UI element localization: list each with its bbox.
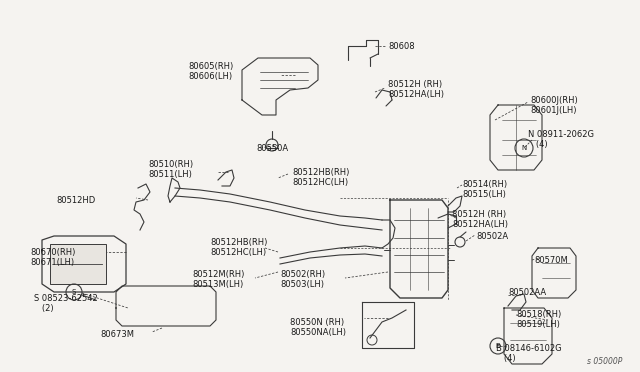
- Text: 80503(LH): 80503(LH): [280, 280, 324, 289]
- Text: 80600J(RH): 80600J(RH): [530, 96, 578, 105]
- Text: 80519(LH): 80519(LH): [516, 320, 560, 329]
- Text: 80512HD: 80512HD: [56, 196, 95, 205]
- Text: 80513M(LH): 80513M(LH): [192, 280, 243, 289]
- Text: 80605(RH): 80605(RH): [188, 62, 233, 71]
- Text: 80518(RH): 80518(RH): [516, 310, 561, 319]
- Text: 80502A: 80502A: [476, 232, 508, 241]
- Text: 80510(RH): 80510(RH): [148, 160, 193, 169]
- Bar: [50, 244, 106, 284]
- Text: 80512HB(RH): 80512HB(RH): [292, 168, 349, 177]
- Text: 80512HA(LH): 80512HA(LH): [452, 220, 508, 229]
- Text: 80502(RH): 80502(RH): [280, 270, 325, 279]
- Text: 80671(LH): 80671(LH): [30, 258, 74, 267]
- Text: 80514(RH): 80514(RH): [462, 180, 507, 189]
- Text: N 08911-2062G: N 08911-2062G: [528, 130, 594, 139]
- Text: 80512H (RH): 80512H (RH): [388, 80, 442, 89]
- Text: 80673M: 80673M: [100, 330, 134, 339]
- Text: s 05000P: s 05000P: [587, 357, 622, 366]
- Text: (2): (2): [34, 304, 54, 313]
- Text: 80512HB(RH): 80512HB(RH): [210, 238, 268, 247]
- Text: N: N: [522, 145, 527, 151]
- Text: 80606(LH): 80606(LH): [188, 72, 232, 81]
- Text: (4): (4): [496, 354, 516, 363]
- Text: 80550NA(LH): 80550NA(LH): [290, 328, 346, 337]
- Text: 80601J(LH): 80601J(LH): [530, 106, 577, 115]
- Text: 80570M: 80570M: [534, 256, 568, 265]
- Text: 80512M(RH): 80512M(RH): [192, 270, 244, 279]
- Text: 80608: 80608: [388, 42, 415, 51]
- Text: S: S: [72, 289, 76, 295]
- Text: 80670(RH): 80670(RH): [30, 248, 76, 257]
- Text: 80550N (RH): 80550N (RH): [290, 318, 344, 327]
- Text: 80512HC(LH): 80512HC(LH): [292, 178, 348, 187]
- Text: S 08523-62542: S 08523-62542: [34, 294, 98, 303]
- Text: B 08146-6102G: B 08146-6102G: [496, 344, 562, 353]
- Text: 80512HC(LH): 80512HC(LH): [210, 248, 266, 257]
- Text: B: B: [495, 343, 500, 349]
- Text: 80502AA: 80502AA: [508, 288, 546, 297]
- Text: (4): (4): [528, 140, 548, 149]
- Text: 80550A: 80550A: [256, 144, 288, 153]
- Text: 80511(LH): 80511(LH): [148, 170, 192, 179]
- Text: 80515(LH): 80515(LH): [462, 190, 506, 199]
- Text: 80512H (RH): 80512H (RH): [452, 210, 506, 219]
- Text: 80512HA(LH): 80512HA(LH): [388, 90, 444, 99]
